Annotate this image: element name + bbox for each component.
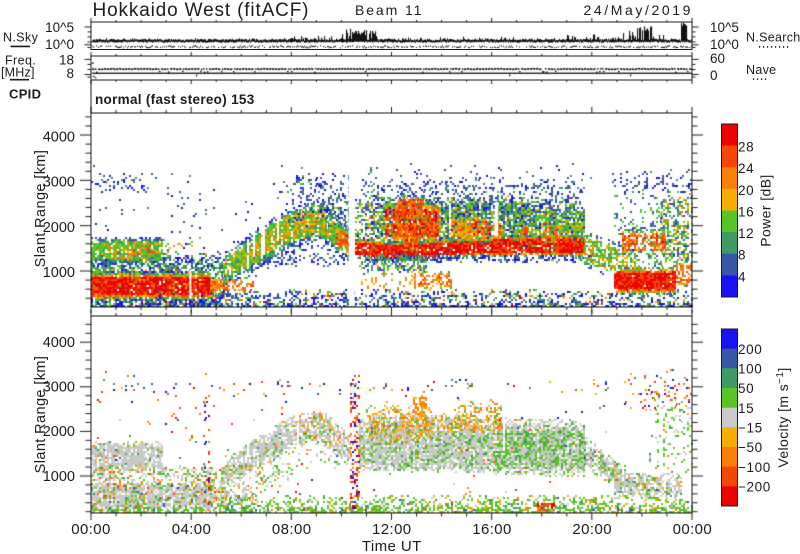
svg-text:1000: 1000 bbox=[43, 469, 75, 485]
svg-text:2000: 2000 bbox=[43, 424, 75, 440]
svg-text:24: 24 bbox=[738, 161, 754, 176]
svg-text:04:00: 04:00 bbox=[172, 521, 212, 538]
svg-text:12:00: 12:00 bbox=[372, 521, 412, 538]
svg-text:12: 12 bbox=[738, 226, 754, 241]
svg-text:3000: 3000 bbox=[43, 175, 75, 191]
svg-text:normal (fast stereo) 153: normal (fast stereo) 153 bbox=[95, 92, 255, 107]
svg-text:08:00: 08:00 bbox=[272, 521, 312, 538]
svg-text:Slant Range [km]: Slant Range [km] bbox=[33, 356, 49, 474]
svg-text:Time UT: Time UT bbox=[362, 538, 422, 554]
svg-text:Freq.: Freq. bbox=[5, 54, 36, 68]
svg-text:N.Search: N.Search bbox=[746, 31, 800, 45]
svg-text:[MHz]: [MHz] bbox=[1, 66, 35, 80]
svg-text:2000: 2000 bbox=[43, 220, 75, 236]
svg-text:4000: 4000 bbox=[43, 335, 75, 351]
svg-text:20: 20 bbox=[738, 183, 754, 198]
svg-text:0: 0 bbox=[710, 68, 718, 83]
svg-text:00:00: 00:00 bbox=[71, 521, 111, 538]
svg-text:10^0: 10^0 bbox=[45, 37, 74, 52]
svg-text:CPID: CPID bbox=[9, 87, 41, 102]
svg-text:Velocity [m s−1]: Velocity [m s−1] bbox=[775, 367, 791, 467]
svg-text:100: 100 bbox=[738, 362, 762, 377]
svg-text:10^0: 10^0 bbox=[710, 37, 739, 52]
svg-text:10^5: 10^5 bbox=[710, 20, 739, 35]
svg-text:−50: −50 bbox=[738, 440, 763, 455]
svg-text:00:00: 00:00 bbox=[673, 521, 713, 538]
svg-text:18: 18 bbox=[59, 52, 74, 67]
svg-text:N.Sky: N.Sky bbox=[3, 31, 39, 45]
svg-text:1000: 1000 bbox=[43, 265, 75, 281]
svg-text:16:00: 16:00 bbox=[472, 521, 512, 538]
svg-text:8: 8 bbox=[738, 248, 746, 263]
svg-text:60: 60 bbox=[710, 51, 725, 66]
svg-text:24/May/2019: 24/May/2019 bbox=[583, 2, 693, 18]
svg-text:Power [dB]: Power [dB] bbox=[758, 174, 774, 246]
svg-text:4000: 4000 bbox=[43, 129, 75, 145]
svg-text:4: 4 bbox=[738, 269, 746, 284]
svg-text:Nave: Nave bbox=[746, 63, 776, 77]
svg-text:20:00: 20:00 bbox=[572, 521, 612, 538]
svg-text:−15: −15 bbox=[738, 421, 763, 436]
svg-text:8: 8 bbox=[66, 66, 74, 81]
svg-text:Beam 11: Beam 11 bbox=[355, 2, 423, 18]
svg-text:28: 28 bbox=[738, 140, 754, 155]
svg-text:15: 15 bbox=[738, 401, 754, 416]
svg-text:−200: −200 bbox=[738, 480, 771, 495]
svg-text:Slant Range [km]: Slant Range [km] bbox=[33, 150, 49, 268]
svg-text:10^5: 10^5 bbox=[45, 20, 74, 35]
svg-text:16: 16 bbox=[738, 204, 754, 219]
svg-text:Hokkaido West (fitACF): Hokkaido West (fitACF) bbox=[93, 0, 310, 21]
svg-text:−100: −100 bbox=[738, 460, 771, 475]
svg-text:3000: 3000 bbox=[43, 380, 75, 396]
svg-text:200: 200 bbox=[738, 342, 762, 357]
svg-text:50: 50 bbox=[738, 381, 754, 396]
